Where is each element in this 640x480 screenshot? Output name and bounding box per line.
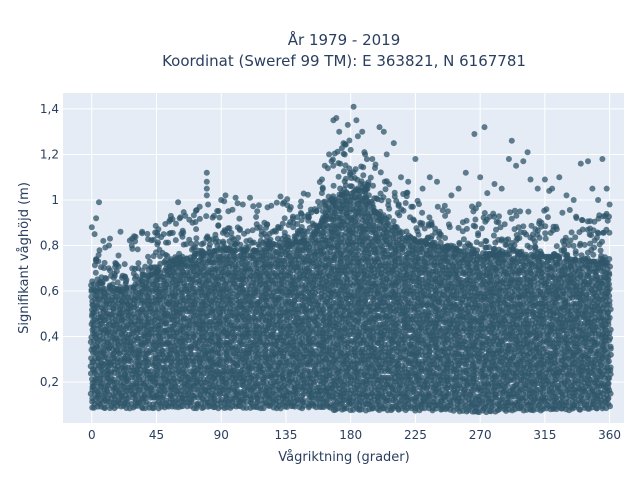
data-point xyxy=(114,294,121,300)
data-point xyxy=(159,333,166,340)
data-point xyxy=(183,282,189,289)
data-point xyxy=(130,341,137,348)
data-points xyxy=(87,103,614,416)
data-point xyxy=(159,347,166,354)
data-point xyxy=(153,375,160,382)
data-point xyxy=(93,367,100,374)
data-point xyxy=(90,322,97,329)
data-point xyxy=(182,315,189,322)
data-point xyxy=(142,391,149,398)
data-point xyxy=(99,367,105,374)
data-point xyxy=(162,363,169,370)
data-point xyxy=(300,397,307,403)
data-point xyxy=(188,351,195,358)
data-point xyxy=(99,380,106,387)
data-point xyxy=(102,351,109,358)
data-point xyxy=(179,293,186,300)
data-point xyxy=(173,384,180,390)
data-point xyxy=(162,307,169,314)
chart-title-line2: Koordinat (Sweref 99 TM): E 363821, N 61… xyxy=(162,52,526,70)
data-point xyxy=(125,395,131,402)
data-point xyxy=(96,301,102,308)
data-point xyxy=(162,277,169,284)
data-point xyxy=(133,302,140,308)
data-point xyxy=(182,372,189,379)
data-point xyxy=(182,367,189,374)
data-point xyxy=(148,286,155,293)
data-point xyxy=(320,307,327,314)
data-point xyxy=(90,281,97,288)
data-point xyxy=(101,405,108,411)
chart-title-line1: År 1979 - 2019 xyxy=(288,30,401,49)
data-point xyxy=(170,326,177,333)
data-point xyxy=(271,331,278,338)
data-point xyxy=(185,362,192,369)
data-point xyxy=(173,335,180,342)
data-point xyxy=(104,388,111,395)
data-point xyxy=(145,356,152,363)
data-point xyxy=(99,375,106,382)
data-point xyxy=(211,355,218,362)
data-point xyxy=(418,374,425,381)
data-point xyxy=(148,368,155,375)
data-point xyxy=(297,253,304,260)
